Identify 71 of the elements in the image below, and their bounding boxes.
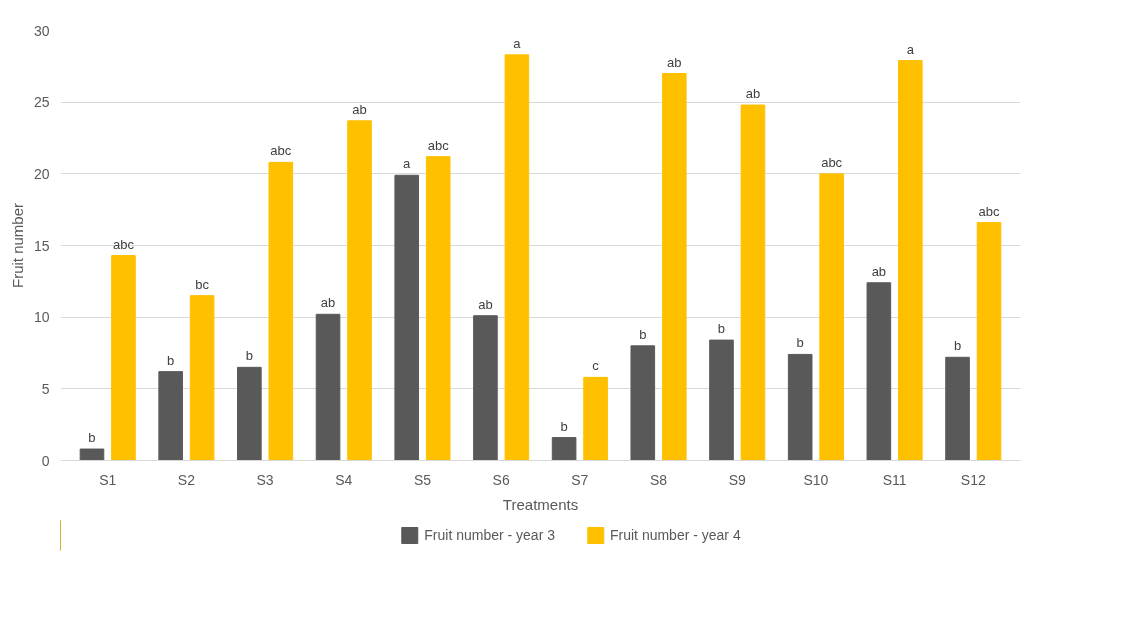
y-tick-label: 5 [41,380,50,397]
data-label: ab [352,101,367,117]
bar [473,315,498,461]
x-tick-label: S11 [882,471,907,488]
data-label: ab [478,296,493,312]
y-tick-label: 15 [33,237,50,254]
data-label: b [560,418,568,434]
x-tick-label: S1 [99,471,117,488]
x-tick-label: S3 [256,471,274,488]
bar [583,376,608,461]
bar [866,282,892,461]
y-tick-label: 25 [33,94,50,111]
x-tick-label: S5 [413,471,432,488]
x-tick-label: S9 [728,471,746,488]
bar [630,345,656,461]
data-label: a [403,156,412,172]
bar [945,356,970,461]
data-label: b [796,335,804,351]
bar [740,104,766,461]
bar [425,156,451,461]
data-label: b [88,430,96,446]
data-label: abc [978,203,1000,219]
data-label: ab [320,295,336,311]
bar [237,366,262,461]
x-tick-label: S2 [177,471,196,488]
bar [189,295,215,461]
data-label: a [513,35,522,51]
bar [709,339,734,461]
x-axis-title: Treatments [502,495,579,513]
data-label: b [245,348,253,364]
legend-label: Fruit number - year 3 [424,527,555,543]
bar [819,173,844,461]
x-tick-label: S8 [649,471,668,488]
data-label: b [167,352,175,368]
bar [898,60,923,461]
bar [347,120,372,461]
data-label: bc [195,276,210,292]
x-tick-label: S6 [492,471,510,488]
y-tick-label: 0 [41,452,50,469]
bar [158,371,183,461]
bar [661,73,687,461]
y-axis-title: Fruit number [8,202,26,289]
bar [394,174,420,461]
bar [315,313,341,461]
data-label: ab [871,263,887,279]
x-tick-label: S10 [803,471,829,488]
data-label: b [717,321,726,337]
data-label: ab [745,86,761,102]
data-label: b [639,326,647,342]
data-label: ab [667,54,682,70]
data-label: a [906,41,915,57]
bar [111,255,136,461]
y-tick-label: 10 [33,309,50,326]
bar [551,437,577,461]
y-tick-label: 20 [33,165,50,182]
bar [268,161,294,461]
bar [504,54,530,461]
bar [976,222,1002,461]
legend-label: Fruit number - year 4 [610,527,741,543]
bar [79,448,105,461]
x-tick-label: S7 [571,471,589,488]
x-tick-label: S4 [335,471,353,488]
bar [787,353,813,461]
y-tick-label: 30 [33,22,50,39]
data-label: b [953,338,962,354]
data-label: abc [427,137,450,153]
data-label: abc [821,154,843,170]
data-label: abc [270,143,292,159]
x-tick-label: S12 [960,471,986,488]
data-label: c [592,358,600,374]
data-label: abc [112,236,135,252]
